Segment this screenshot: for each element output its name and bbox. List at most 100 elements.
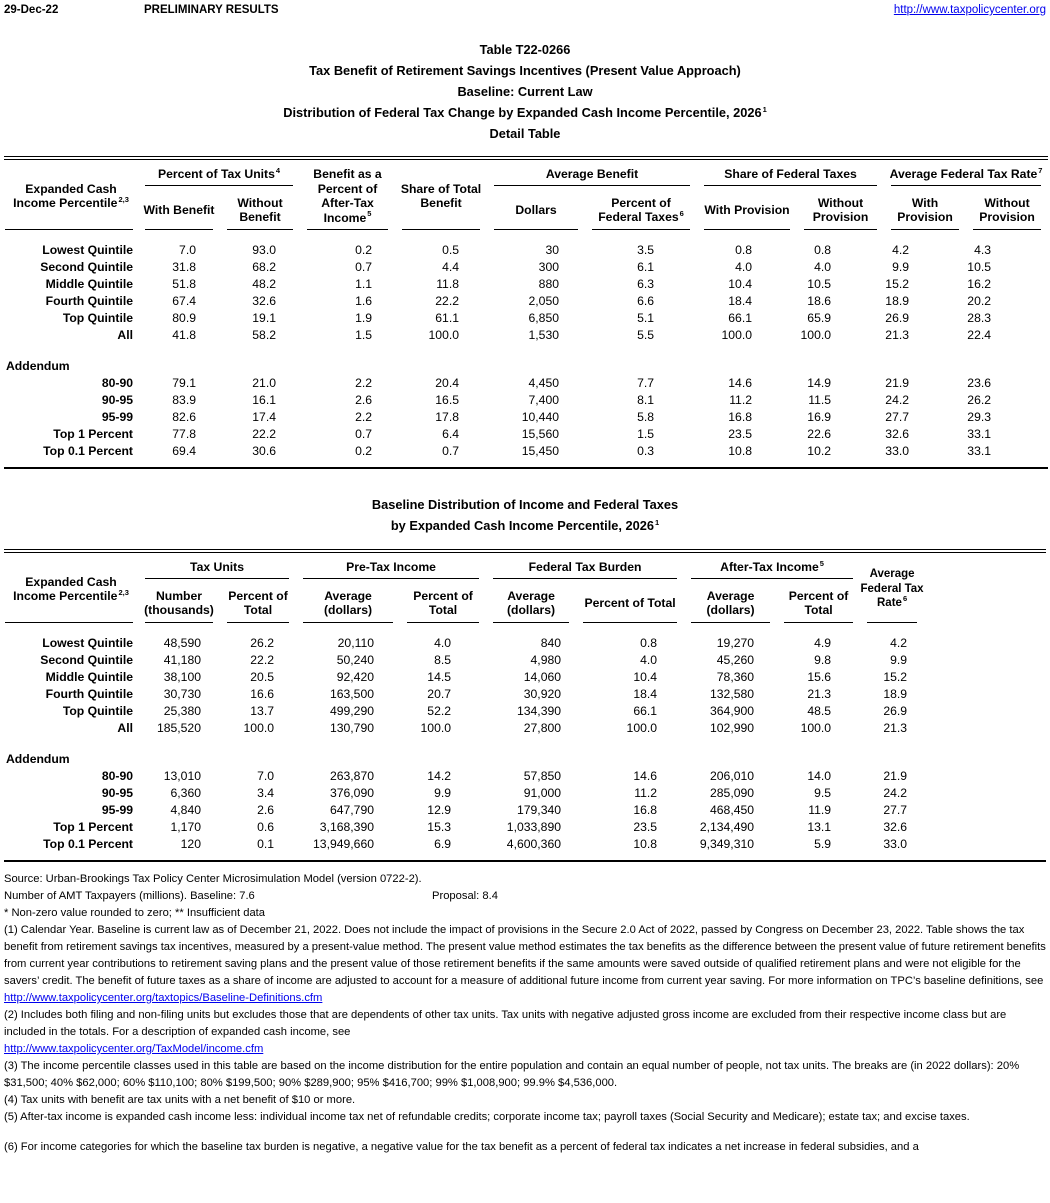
value-cell: 24.2	[885, 392, 910, 407]
table-row: Middle Quintile 51.8 48.2 1.1 11.8 880 6.3 10.4…	[4, 275, 1048, 292]
value-cell: 32.6	[252, 293, 277, 308]
value-cell: 7.0	[257, 768, 275, 783]
filler-cell	[924, 651, 1046, 668]
value-cell: 1.9	[355, 310, 373, 325]
baseline-definitions-link[interactable]: http://www.taxpolicycenter.org/taxtopics…	[4, 992, 323, 1004]
value-cell: 16.2	[967, 276, 992, 291]
table2-addendum-body: 80-90 13,010 7.0 263,870 14.2 57,850 14.6 206,0…	[4, 767, 1046, 852]
value-cell: 78,360	[716, 669, 755, 684]
value-cell: 30.6	[252, 443, 277, 458]
value-cell: 22.2	[435, 293, 460, 308]
th-share-with-provision: With Provision	[697, 188, 797, 232]
value-cell: 32.6	[885, 426, 910, 441]
value-cell: 20,110	[337, 635, 375, 650]
th-group-tax-units: Tax Units	[138, 551, 296, 581]
value-cell: 9,349,310	[699, 836, 755, 851]
value-cell: 66.1	[728, 310, 753, 325]
value-cell: 16.8	[633, 802, 658, 817]
th-group-pre-tax-income: Pre-Tax Income	[296, 551, 486, 581]
value-cell: 11.9	[808, 802, 832, 817]
th-group-average-benefit: Average Benefit	[487, 158, 697, 188]
value-cell: 15.3	[427, 819, 452, 834]
baseline-table-title: Baseline Distribution of Income and Fede…	[4, 494, 1046, 536]
income-definition-link[interactable]: http://www.taxpolicycenter.org/TaxModel/…	[4, 1043, 264, 1055]
value-cell: 3,168,390	[319, 819, 375, 834]
value-cell: 5.8	[637, 409, 655, 424]
table-row: 95-99 82.6 17.4 2.2 17.8 10,440 5.8 16.8 16.9 27.…	[4, 408, 1048, 425]
tax-change-detail-table: Expanded Cash Income Percentile2,3 Perce…	[4, 156, 1049, 469]
value-cell: 3.4	[257, 785, 275, 800]
value-cell: 67.4	[172, 293, 196, 308]
table-row: Top 1 Percent 77.8 22.2 0.7 6.4 15,560 1.5 23.5…	[4, 425, 1048, 442]
value-cell: 4.2	[892, 242, 910, 257]
value-cell: 15.2	[883, 669, 908, 684]
value-cell: 6.1	[637, 259, 655, 274]
taxpolicycenter-link[interactable]: http://www.taxpolicycenter.org	[893, 4, 1046, 16]
value-cell: 33.1	[967, 426, 992, 441]
value-cell: 18.4	[633, 686, 658, 701]
value-cell: 18.9	[885, 293, 910, 308]
value-cell: 20.5	[250, 669, 275, 684]
value-cell: 0.3	[637, 443, 655, 458]
value-cell: 2.2	[355, 375, 373, 390]
row-label: Lowest Quintile	[42, 242, 133, 257]
amt-taxpayers-note: Number of AMT Taxpayers (millions). Base…	[4, 890, 498, 902]
value-cell: 19,270	[716, 635, 755, 650]
value-cell: 8.1	[637, 392, 655, 407]
value-cell: 77.8	[172, 426, 196, 441]
value-cell: 21.9	[885, 375, 910, 390]
table1-body: Lowest Quintile 7.0 93.0 0.2 0.5 30 3.5 0.8 0.8 4…	[4, 241, 1048, 343]
value-cell: 263,870	[329, 768, 375, 783]
value-cell: 4.2	[890, 635, 908, 650]
value-cell: 100.0	[428, 327, 460, 342]
addendum-row: Addendum	[4, 750, 1046, 767]
subtitle: Distribution of Federal Tax Change by Ex…	[283, 104, 767, 120]
value-cell: 21.9	[883, 768, 908, 783]
th-average-dollars-pretax: Average (dollars)	[296, 581, 400, 625]
value-cell: 100.0	[721, 327, 753, 342]
value-cell: 29.3	[967, 409, 992, 424]
value-cell: 4.3	[974, 242, 992, 257]
value-cell: 17.8	[435, 409, 460, 424]
value-cell: 22.6	[807, 426, 832, 441]
spacer	[4, 232, 1048, 241]
value-cell: 1,170	[170, 819, 202, 834]
value-cell: 27.7	[885, 409, 910, 424]
row-label: All	[117, 327, 133, 342]
table-row: 80-90 79.1 21.0 2.2 20.4 4,450 7.7 14.6 14.9 21.9…	[4, 374, 1048, 391]
footnote-5: (5) After-tax income is expanded cash in…	[4, 1111, 970, 1123]
value-cell: 10.8	[633, 836, 658, 851]
value-cell: 25,380	[163, 703, 201, 718]
value-cell: 23.5	[633, 819, 658, 834]
row-label: 95-99	[101, 802, 133, 817]
value-cell: 0.1	[257, 836, 275, 851]
table-row: Lowest Quintile 48,590 26.2 20,110 4.0 840 0.8…	[4, 634, 1046, 651]
spacer	[4, 625, 1046, 634]
th-share-without-provision: Without Provision	[797, 188, 884, 232]
baseline-title-line2: by Expanded Cash Income Percentile, 2026…	[390, 517, 660, 533]
value-cell: 100.0	[420, 720, 452, 735]
th-group-share-of-federal-taxes: Share of Federal Taxes	[697, 158, 884, 188]
footnote-1-link-wrap: http://www.taxpolicycenter.org/taxtopics…	[4, 990, 1046, 1007]
value-cell: 57,850	[523, 768, 562, 783]
value-cell: 18.4	[728, 293, 753, 308]
value-cell: 206,010	[709, 768, 755, 783]
row-label: 90-95	[101, 392, 133, 407]
value-cell: 26.9	[885, 310, 910, 325]
value-cell: 48.5	[807, 703, 832, 718]
value-cell: 11.2	[729, 392, 753, 407]
table-row: 90-95 83.9 16.1 2.6 16.5 7,400 8.1 11.2 11.5 24.2…	[4, 391, 1048, 408]
value-cell: 0.8	[640, 635, 658, 650]
value-cell: 41,180	[163, 652, 201, 667]
value-cell: 6.6	[637, 293, 655, 308]
th-percent-of-total-pretax: Percent of Total	[400, 581, 486, 625]
row-label: Second Quintile	[40, 652, 133, 667]
value-cell: 2.6	[257, 802, 275, 817]
value-cell: 4.4	[442, 259, 460, 274]
table-title: Tax Benefit of Retirement Savings Incent…	[309, 63, 741, 78]
value-cell: 93.0	[252, 242, 277, 257]
value-cell: 13.1	[807, 819, 832, 834]
value-cell: 21.3	[883, 720, 908, 735]
value-cell: 26.2	[250, 635, 275, 650]
value-cell: 102,990	[709, 720, 755, 735]
